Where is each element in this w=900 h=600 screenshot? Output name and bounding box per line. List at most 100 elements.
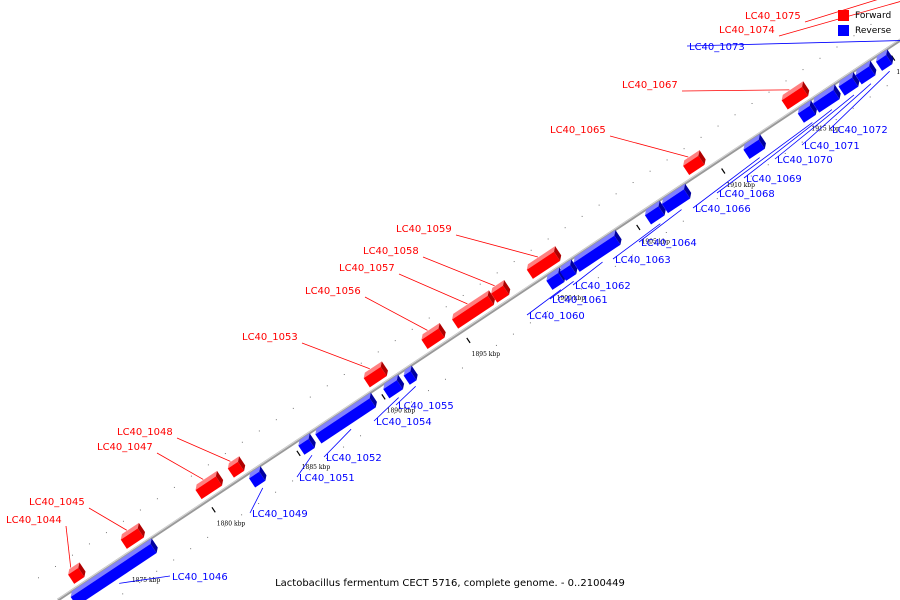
gene-label[interactable]: LC40_1058 bbox=[363, 246, 419, 257]
gene-feature[interactable] bbox=[796, 100, 820, 123]
gene-top-face bbox=[855, 60, 871, 76]
scale-dot bbox=[530, 249, 532, 251]
legend-item-reverse: Reverse bbox=[838, 23, 891, 38]
scale-dot bbox=[207, 536, 209, 538]
gene-label[interactable]: LC40_1067 bbox=[622, 80, 678, 91]
gene-label[interactable]: LC40_1046 bbox=[172, 572, 228, 583]
gene-feature[interactable] bbox=[362, 361, 391, 388]
gene-label[interactable]: LC40_1073 bbox=[689, 42, 745, 53]
gene-feature[interactable] bbox=[571, 230, 623, 272]
gene-label[interactable]: LC40_1064 bbox=[641, 238, 697, 249]
gene-feature[interactable] bbox=[643, 200, 668, 225]
gene-leader-line bbox=[549, 280, 574, 300]
gene-feature[interactable] bbox=[66, 562, 88, 584]
gene-feature[interactable] bbox=[119, 522, 148, 549]
gene-feature[interactable] bbox=[853, 60, 878, 85]
gene-feature[interactable] bbox=[193, 470, 225, 500]
scale-dot bbox=[836, 46, 838, 48]
gene-side-face bbox=[809, 100, 817, 115]
gene-feature[interactable] bbox=[741, 134, 768, 159]
scale-dot bbox=[156, 498, 158, 500]
gene-feature[interactable] bbox=[313, 392, 379, 444]
gene-label[interactable]: LC40_1062 bbox=[575, 281, 631, 292]
gene-label[interactable]: LC40_1048 bbox=[117, 427, 173, 438]
gene-feature[interactable] bbox=[544, 267, 568, 290]
map-caption: Lactobacillus fermentum CECT 5716, compl… bbox=[275, 578, 625, 589]
gene-label[interactable]: LC40_1045 bbox=[29, 497, 85, 508]
gene-labels: LC40_1044 LC40_1045 LC40_1046 LC40_1047 LC40… bbox=[6, 11, 888, 583]
gene-feature[interactable] bbox=[525, 246, 564, 279]
gene-feature[interactable] bbox=[660, 183, 694, 214]
scale-dot bbox=[122, 593, 124, 595]
gene-top-face bbox=[546, 267, 560, 281]
gene-label[interactable]: LC40_1044 bbox=[6, 515, 62, 526]
gene-label[interactable]: LC40_1060 bbox=[529, 311, 585, 322]
scale-tick bbox=[636, 224, 641, 231]
scale-dot bbox=[818, 130, 820, 132]
scale-tick-label: 1880 kbp bbox=[217, 521, 246, 528]
gene-top-face bbox=[838, 71, 854, 87]
gene-leader-line bbox=[364, 296, 428, 331]
gene-box bbox=[315, 398, 376, 444]
gene-label[interactable]: LC40_1065 bbox=[550, 125, 606, 136]
scale-dot bbox=[682, 220, 684, 222]
gene-label[interactable]: LC40_1071 bbox=[804, 141, 860, 152]
gene-label[interactable]: LC40_1047 bbox=[97, 442, 153, 453]
scale-dot bbox=[190, 475, 192, 477]
gene-feature[interactable] bbox=[381, 374, 406, 399]
gene-label[interactable]: LC40_1059 bbox=[396, 224, 452, 235]
gene-leader-line bbox=[373, 397, 399, 422]
gene-feature[interactable] bbox=[489, 280, 513, 303]
gene-label[interactable]: LC40_1051 bbox=[299, 473, 355, 484]
gene-label[interactable]: LC40_1072 bbox=[832, 125, 888, 136]
genome-axis-highlight bbox=[57, 38, 900, 600]
gene-label[interactable]: LC40_1068 bbox=[719, 189, 775, 200]
gene-label[interactable]: LC40_1063 bbox=[615, 255, 671, 266]
scale-dot bbox=[37, 577, 39, 579]
gene-label[interactable]: LC40_1061 bbox=[552, 295, 608, 306]
gene-label[interactable]: LC40_1055 bbox=[398, 401, 454, 412]
gene-leader-lines bbox=[65, 0, 900, 584]
gene-label[interactable]: LC40_1069 bbox=[746, 174, 802, 185]
gene-leader-line bbox=[398, 273, 468, 305]
gene-label[interactable]: LC40_1052 bbox=[326, 453, 382, 464]
scale-dot bbox=[54, 565, 56, 567]
gene-feature[interactable] bbox=[558, 259, 580, 281]
gene-leader-line bbox=[176, 437, 231, 462]
gene-feature[interactable] bbox=[296, 433, 318, 455]
gene-feature[interactable] bbox=[681, 150, 708, 176]
gene-side-face bbox=[238, 456, 246, 471]
gene-label[interactable]: LC40_1057 bbox=[339, 263, 395, 274]
gene-leader-line bbox=[801, 83, 872, 146]
scale-dot bbox=[224, 525, 226, 527]
gene-feature[interactable] bbox=[247, 466, 269, 488]
gene-label[interactable]: LC40_1075 bbox=[745, 11, 801, 22]
scale-dot bbox=[444, 378, 446, 380]
gene-feature[interactable] bbox=[401, 365, 419, 385]
gene-leader-line bbox=[743, 109, 833, 179]
gene-label[interactable]: LC40_1053 bbox=[242, 332, 298, 343]
gene-leader-line bbox=[395, 385, 416, 406]
gene-feature[interactable] bbox=[68, 538, 159, 600]
gene-feature[interactable] bbox=[419, 322, 448, 349]
gene-feature[interactable] bbox=[836, 71, 861, 96]
scale-dot bbox=[869, 96, 871, 98]
gene-side-face bbox=[833, 84, 841, 100]
gene-leader-line bbox=[296, 454, 313, 478]
scale-dot bbox=[649, 170, 651, 172]
gene-feature[interactable] bbox=[779, 81, 811, 110]
gene-label[interactable]: LC40_1070 bbox=[777, 155, 833, 166]
gene-label[interactable]: LC40_1074 bbox=[719, 25, 775, 36]
gene-feature[interactable] bbox=[811, 84, 843, 113]
gene-feature[interactable] bbox=[450, 290, 497, 329]
gene-label[interactable]: LC40_1056 bbox=[305, 286, 361, 297]
gene-top-face bbox=[70, 538, 152, 597]
gene-feature[interactable] bbox=[874, 49, 896, 71]
gene-feature[interactable] bbox=[226, 456, 248, 478]
scale-dot bbox=[563, 299, 565, 301]
scale-dot bbox=[496, 272, 498, 274]
gene-label[interactable]: LC40_1049 bbox=[252, 509, 308, 520]
gene-label[interactable]: LC40_1054 bbox=[376, 417, 432, 428]
gene-label[interactable]: LC40_1066 bbox=[695, 204, 751, 215]
gene-side-face bbox=[78, 562, 86, 578]
